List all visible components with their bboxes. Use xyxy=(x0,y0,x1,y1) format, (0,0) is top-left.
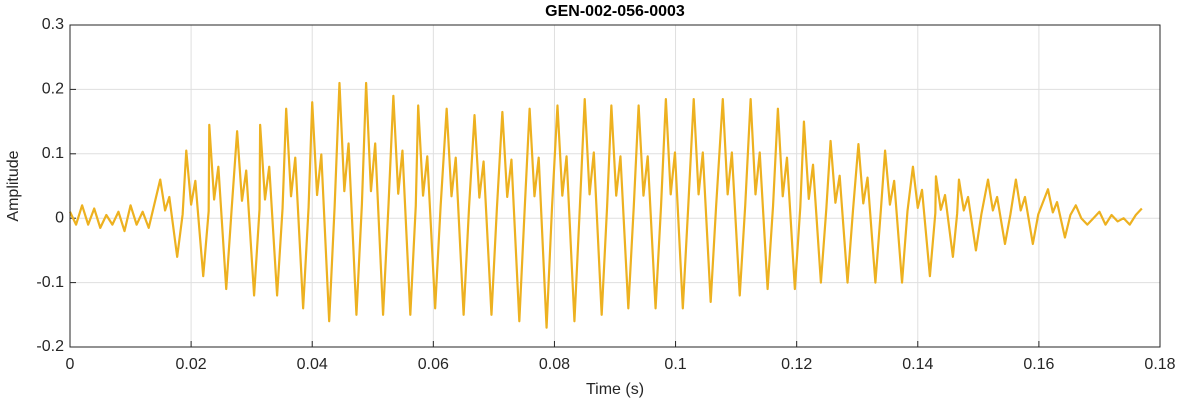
x-tick-label: 0.06 xyxy=(418,356,449,373)
y-tick-label: -0.1 xyxy=(36,274,64,291)
y-tick-label: 0 xyxy=(55,209,64,226)
x-tick-label: 0.04 xyxy=(297,356,328,373)
x-tick-label: 0.16 xyxy=(1023,356,1054,373)
axes-box xyxy=(69,24,1161,348)
y-tick-label: 0.3 xyxy=(42,16,64,33)
chart-title: GEN-002-056-0003 xyxy=(545,3,685,20)
x-tick-label: 0.12 xyxy=(781,356,812,373)
y-axis-label: Amplitude xyxy=(5,150,22,221)
x-tick-label: 0.18 xyxy=(1144,356,1175,373)
x-tick-label: 0.1 xyxy=(664,356,686,373)
y-tick-label: 0.1 xyxy=(42,145,64,162)
x-axis-label: Time (s) xyxy=(586,381,644,398)
y-tick-label: 0.2 xyxy=(42,81,64,98)
x-tick-label: 0.08 xyxy=(539,356,570,373)
x-tick-label: 0 xyxy=(66,356,75,373)
waveform-line xyxy=(69,81,1143,329)
x-tick-label: 0.02 xyxy=(176,356,207,373)
x-tick-label: 0.14 xyxy=(902,356,933,373)
y-tick-label: -0.2 xyxy=(36,338,64,355)
